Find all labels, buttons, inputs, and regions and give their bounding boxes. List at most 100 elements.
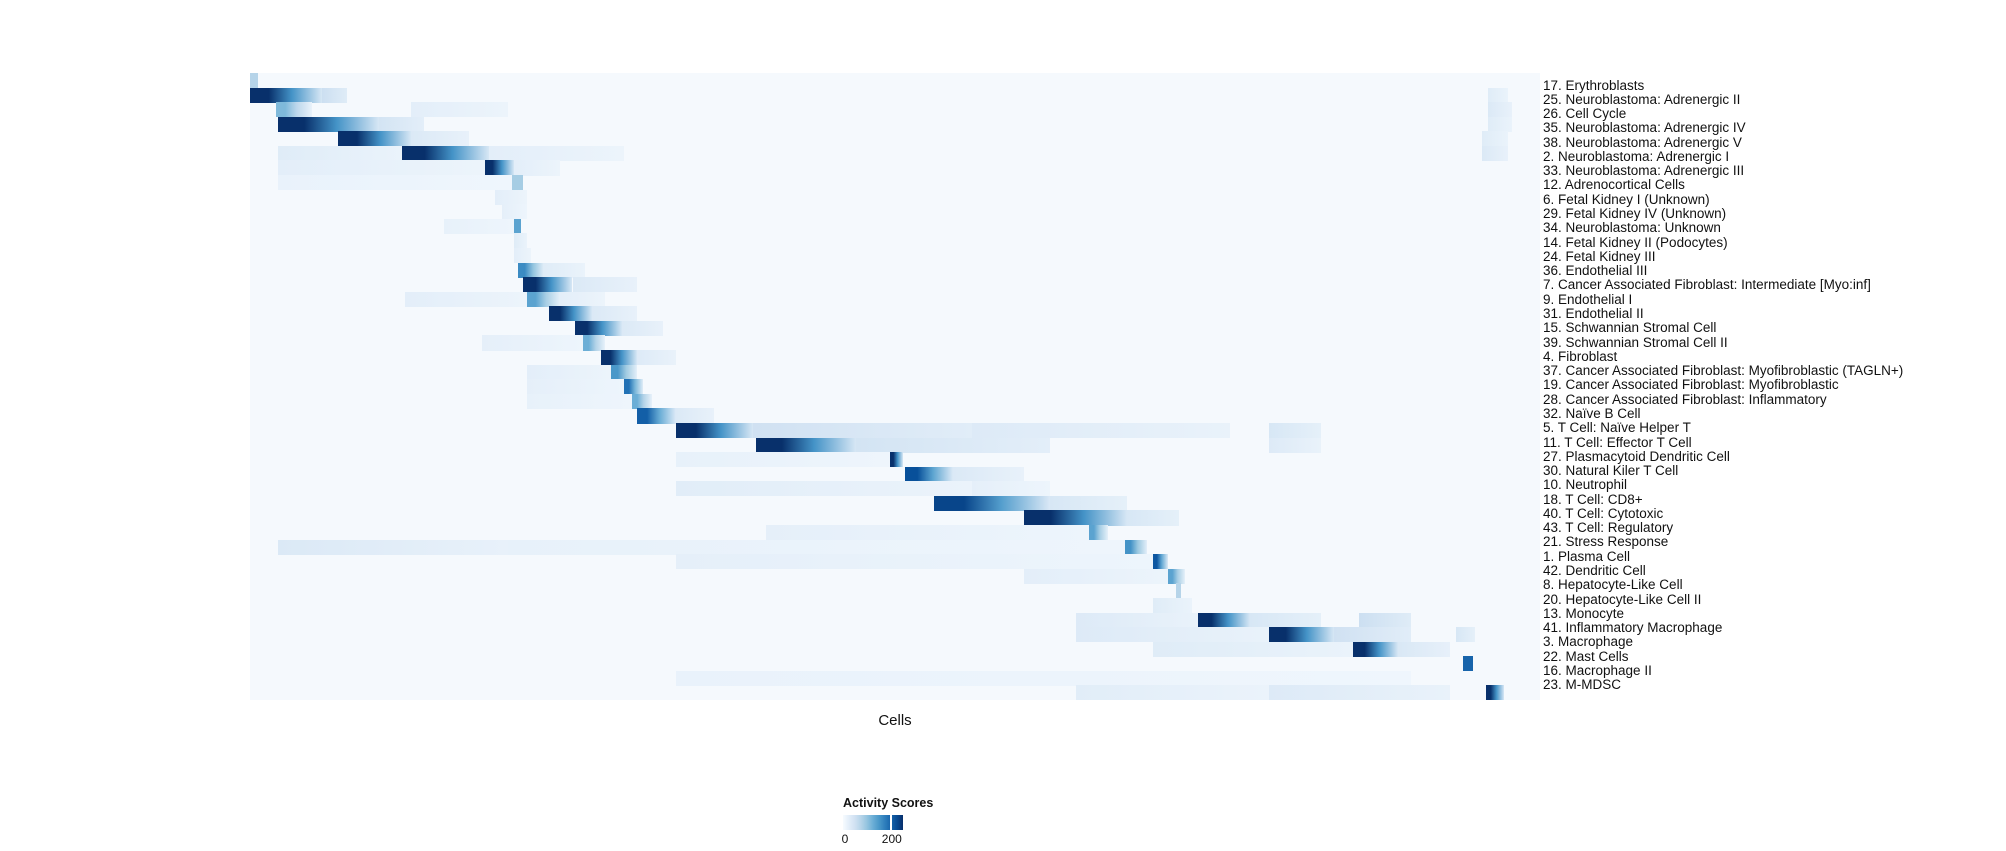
heatmap-row-label: 19. Cancer Associated Fibroblast: Myofib…: [1543, 377, 1839, 393]
heatmap-row: [250, 597, 1540, 614]
heatmap-row: [250, 291, 1540, 307]
heatmap-row: [250, 583, 1540, 599]
heatmap-peak-block: [549, 306, 592, 322]
heatmap-row: [250, 247, 1540, 264]
heatmap-cell-band: [621, 320, 663, 337]
heatmap-peak-block: [337, 131, 412, 147]
heatmap-row-label: 37. Cancer Associated Fibroblast: Myofib…: [1543, 363, 1904, 379]
heatmap-cell-band: [1481, 131, 1508, 147]
heatmap-row-label: 43. T Cell: Regulatory: [1543, 520, 1674, 536]
heatmap-row-label: 2. Neuroblastoma: Adrenergic I: [1543, 148, 1730, 164]
heatmap-row: [250, 452, 1540, 468]
heatmap-cell-band: [1249, 612, 1321, 628]
heatmap-peak-block: [484, 160, 515, 176]
heatmap-row: [250, 262, 1540, 278]
colorbar-gradient: [843, 815, 903, 830]
heatmap-row-label: 3. Macrophage: [1543, 634, 1634, 650]
heatmap-cell-band: [1359, 612, 1411, 628]
heatmap-cell-band: [514, 247, 532, 264]
heatmap-row: [250, 539, 1540, 555]
heatmap-peak-block: [514, 218, 521, 234]
heatmap-cell-band: [856, 437, 1050, 453]
heatmap-plot-area[interactable]: [250, 73, 1540, 700]
colorbar-tick-mark: [889, 815, 892, 830]
heatmap-row-label: 22. Mast Cells: [1543, 648, 1629, 664]
heatmap-row-label: 39. Schwannian Stromal Cell II: [1543, 334, 1728, 350]
heatmap-row-label: 16. Macrophage II: [1543, 662, 1652, 678]
heatmap-row-label: 34. Neuroblastoma: Unknown: [1543, 220, 1721, 236]
heatmap-cell-band: [766, 525, 1089, 541]
heatmap-row: [250, 670, 1540, 686]
heatmap-peak-block: [1168, 568, 1186, 584]
heatmap-row: [250, 510, 1540, 526]
heatmap-row-label: 40. T Cell: Cytotoxic: [1543, 505, 1664, 521]
heatmap-row-label: 29. Fetal Kidney IV (Unknown): [1543, 206, 1727, 222]
heatmap-cell-band: [1075, 612, 1199, 628]
heatmap-peak-block: [1176, 583, 1182, 599]
heatmap-row: [250, 73, 1540, 89]
heatmap-peak-block: [1462, 656, 1473, 672]
heatmap-row: [250, 335, 1540, 351]
heatmap-cell-band: [322, 87, 347, 103]
heatmap-row: [250, 554, 1540, 570]
heatmap-row: [250, 87, 1540, 103]
heatmap-row: [250, 641, 1540, 657]
heatmap-peak-block: [905, 466, 954, 482]
heatmap-cell-band: [675, 408, 715, 424]
heatmap-cell-band: [278, 160, 485, 176]
heatmap-row-label: 9. Endothelial I: [1543, 291, 1633, 307]
heatmap-cell-band: [1269, 685, 1450, 700]
heatmap-cell-band: [527, 379, 625, 395]
heatmap-row: [250, 627, 1540, 643]
heatmap-row: [250, 656, 1540, 672]
heatmap-peak-block: [1153, 554, 1169, 570]
heatmap-cell-band: [675, 554, 1153, 570]
heatmap-cell-band: [953, 466, 1024, 482]
heatmap-peak-block: [631, 393, 653, 409]
heatmap-cell-band: [1488, 87, 1508, 103]
heatmap-cell-band: [404, 291, 528, 307]
heatmap-cell-band: [675, 481, 973, 497]
heatmap-cell-band: [278, 539, 508, 555]
heatmap-peak-block: [1024, 510, 1128, 526]
heatmap-cell-band: [411, 131, 470, 147]
heatmap-row-label: 15. Schwannian Stromal Cell: [1543, 320, 1717, 336]
heatmap-row-label: 20. Hepatocyte-Like Cell II: [1543, 591, 1702, 607]
heatmap-cell-band: [514, 160, 560, 176]
heatmap-cell-band: [1075, 627, 1270, 643]
heatmap-peak-block: [675, 422, 754, 439]
heatmap-cell-band: [637, 350, 676, 366]
heatmap-peak-block: [637, 408, 676, 424]
colorbar-tick-label: 0: [841, 832, 849, 846]
heatmap-row: [250, 102, 1540, 118]
heatmap-peak-block: [250, 87, 323, 103]
heatmap-row-label: 24. Fetal Kidney III: [1543, 248, 1656, 264]
heatmap-row: [250, 306, 1540, 322]
heatmap-row-label: 1. Plasma Cell: [1543, 548, 1631, 564]
heatmap-peak-block: [611, 364, 637, 380]
heatmap-cell-band: [488, 145, 625, 162]
heatmap-peak-block: [600, 350, 637, 366]
heatmap-cell-band: [753, 422, 973, 439]
heatmap-cell-band: [1269, 437, 1321, 453]
heatmap-peak-block: [518, 262, 545, 278]
heatmap-row-label: 12. Adrenocortical Cells: [1543, 177, 1685, 193]
heatmap-cell-band: [1488, 102, 1512, 118]
heatmap-peak-block: [511, 175, 524, 191]
heatmap-row-label: 30. Natural Kiler T Cell: [1543, 463, 1679, 479]
heatmap-row-label: 23. M-MDSC: [1543, 677, 1622, 693]
heatmap-row-label: 25. Neuroblastoma: Adrenergic II: [1543, 91, 1741, 107]
heatmap-row-label: 38. Neuroblastoma: Adrenergic V: [1543, 134, 1742, 150]
heatmap-row: [250, 160, 1540, 176]
heatmap-row: [250, 145, 1540, 162]
heatmap-cell-band: [675, 670, 1411, 686]
heatmap-peak-block: [624, 379, 644, 395]
heatmap-row: [250, 131, 1540, 147]
heatmap-cell-band: [1153, 597, 1192, 614]
heatmap-row: [250, 233, 1540, 249]
heatmap-peak-block: [755, 437, 857, 453]
heatmap-row: [250, 437, 1540, 453]
heatmap-cell-band: [559, 291, 605, 307]
heatmap-row: [250, 189, 1540, 205]
